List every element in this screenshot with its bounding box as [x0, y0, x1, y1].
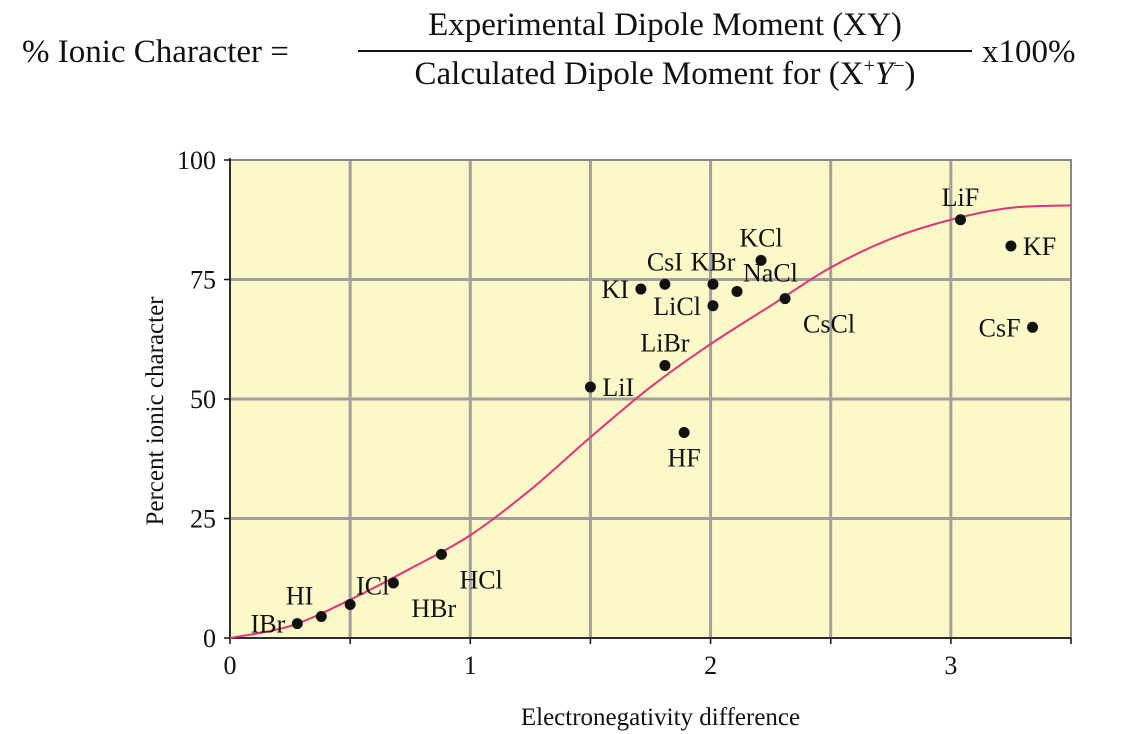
denominator-sup-plus: + [863, 55, 875, 77]
formula-lhs: % Ionic Character = [22, 34, 289, 70]
data-point-libr [659, 360, 671, 372]
denominator-suffix: ) [904, 56, 916, 92]
data-point-kf [1005, 240, 1017, 252]
point-label-lii: LiI [602, 373, 634, 402]
y-tick-label: 100 [177, 146, 216, 175]
point-label-ibr: IBr [251, 610, 286, 639]
data-point-hcl [435, 548, 447, 560]
point-label-licl: LiCl [653, 292, 701, 321]
point-label-kbr: KBr [691, 247, 736, 276]
data-point-csf [1027, 321, 1039, 333]
formula-denominator: Calculated Dipole Moment for (X+Y−) [358, 52, 972, 96]
point-label-kcl: KCl [739, 223, 782, 252]
denominator-y: Y [874, 56, 894, 92]
formula-numerator: Experimental Dipole Moment (XY) [428, 7, 902, 43]
point-label-cscl: CsCl [803, 310, 855, 339]
data-point-ki [635, 283, 647, 295]
ionic-character-chart: 0 25 50 75 100 0 1 2 3 Electronegativity differen… [142, 146, 1072, 731]
denominator-prefix: Calculated Dipole Moment for (X [414, 56, 864, 92]
point-label-kf: KF [1023, 232, 1056, 261]
point-label-icl: ICl [356, 572, 389, 601]
formula-fraction: Experimental Dipole Moment (XY) Calculat… [358, 4, 972, 96]
point-label-hf: HF [668, 443, 701, 472]
data-point-hi [315, 610, 327, 622]
formula-rhs: x100% [982, 34, 1076, 70]
data-point-cscl [779, 293, 791, 305]
y-tick-label: 50 [190, 385, 216, 414]
y-tick-label: 25 [190, 505, 216, 534]
point-label-lif: LiF [942, 183, 980, 212]
y-axis-title: Percent ionic character [142, 296, 169, 526]
data-point-lii [584, 381, 596, 393]
y-tick-label: 75 [190, 266, 216, 295]
x-tick-label: 0 [224, 651, 237, 680]
data-point-hf [678, 426, 690, 438]
data-point-hbr [387, 577, 399, 589]
data-point-lif [954, 214, 966, 226]
data-point-ibr [291, 618, 303, 630]
point-label-hbr: HBr [411, 594, 456, 623]
trend-curve [229, 204, 1072, 639]
data-point-kcl [755, 254, 767, 266]
point-label-ki: KI [601, 275, 628, 304]
x-tick-label: 1 [464, 651, 477, 680]
data-point-licl [707, 300, 719, 312]
point-label-hcl: HCl [459, 565, 502, 594]
data-point-kbr [707, 278, 719, 290]
point-label-libr: LiBr [640, 329, 689, 358]
x-axis-title: Electronegativity difference [521, 704, 800, 731]
data-point-nacl [731, 285, 743, 297]
denominator-sup-minus: − [893, 55, 905, 77]
data-point-icl [344, 599, 356, 611]
formula: % Ionic Character = Experimental Dipole … [0, 0, 1137, 120]
data-point-csi [659, 278, 671, 290]
fraction-bar [358, 50, 972, 52]
point-label-nacl: NaCl [743, 258, 798, 287]
point-label-hi: HI [286, 581, 313, 610]
x-tick-label: 2 [704, 651, 717, 680]
point-label-csi: CsI [647, 247, 683, 276]
y-tick-label: 0 [203, 624, 216, 653]
x-tick-label: 3 [944, 651, 957, 680]
point-label-csf: CsF [979, 313, 1021, 342]
